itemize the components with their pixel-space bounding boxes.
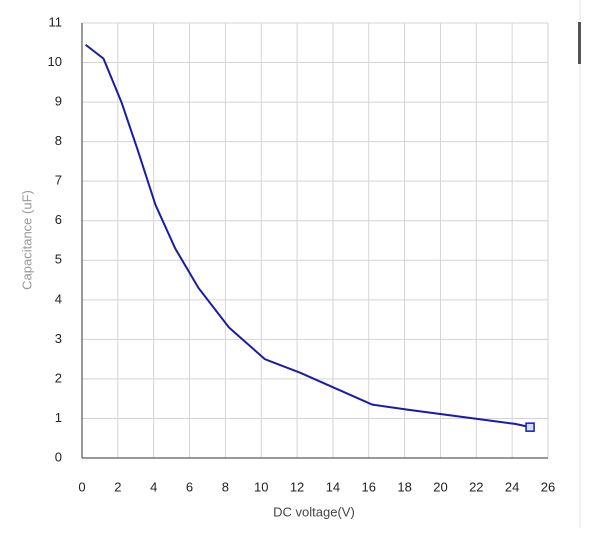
x-tick-label: 4: [150, 479, 157, 494]
x-tick-label: 16: [362, 479, 376, 494]
y-tick-label: 1: [55, 410, 62, 425]
x-tick-label: 24: [505, 479, 519, 494]
y-tick-label: 0: [55, 449, 62, 464]
x-tick-label: 22: [469, 479, 483, 494]
x-tick-label: 2: [114, 479, 121, 494]
series-line: [84, 43, 531, 429]
x-tick-label: 10: [254, 479, 268, 494]
y-tick-label: 8: [55, 133, 62, 148]
x-tick-label: 20: [433, 479, 447, 494]
x-tick-label: 26: [541, 479, 555, 494]
x-axis-label: DC voltage(V): [273, 504, 355, 519]
y-tick-label: 5: [55, 252, 62, 267]
y-tick-label: 2: [55, 370, 62, 385]
x-tick-label: 0: [78, 479, 85, 494]
y-tick-label: 9: [55, 94, 62, 109]
y-tick-label: 7: [55, 173, 62, 188]
x-tick-label: 6: [186, 479, 193, 494]
x-tick-label: 14: [326, 479, 340, 494]
y-tick-label: 10: [48, 54, 62, 69]
y-axis-label: Capacitance (uF): [19, 190, 34, 290]
y-tick-label: 6: [55, 212, 62, 227]
y-tick-label: 11: [49, 14, 63, 29]
y-tick-label: 4: [55, 291, 62, 306]
scrollbar: [578, 22, 581, 64]
y-tick-label: 3: [55, 331, 62, 346]
x-tick-label: 12: [290, 479, 304, 494]
end-marker: [525, 422, 535, 432]
x-tick-label: 18: [397, 479, 411, 494]
x-tick-label: 8: [222, 479, 229, 494]
